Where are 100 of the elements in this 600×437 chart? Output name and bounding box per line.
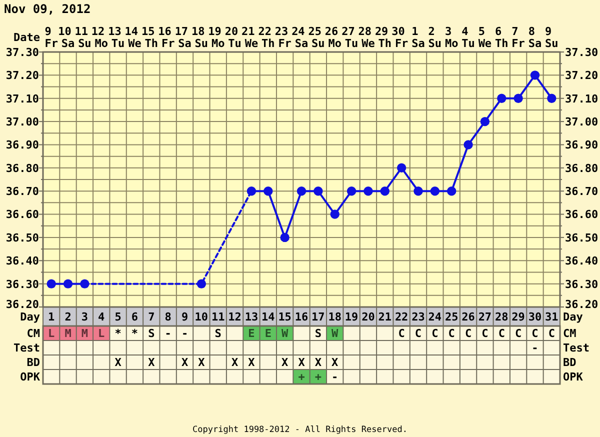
text: X: [298, 356, 305, 370]
y-tick-label: 36.40: [6, 254, 39, 268]
text: E: [248, 327, 255, 340]
text: +: [314, 370, 322, 384]
y2-tick-label: 37.20: [565, 69, 598, 82]
y-tick-label: 36.90: [6, 138, 39, 152]
x2-tick-label: 11: [211, 310, 226, 324]
x-tick-label: 19 Mo: [208, 25, 226, 50]
x2-tick-label: 14: [262, 310, 276, 324]
y2-tick-label: 37.00: [565, 116, 598, 129]
x2-tick-label: 25: [444, 310, 458, 324]
y2-tick-label: 37.30: [565, 46, 598, 59]
x-axis-title: Date: [14, 31, 40, 44]
x-tick-label: 11 Su: [74, 25, 92, 50]
x-tick-label: 1 Sa: [412, 25, 425, 50]
x-tick-label: 26 Mo: [324, 25, 342, 50]
y-tick-label: 37.00: [6, 116, 39, 129]
x2-tick-label: 13: [244, 310, 258, 324]
category-label: BD: [563, 356, 576, 370]
x2-tick-label: 20: [362, 310, 375, 324]
x2-tick-label: 12: [228, 310, 242, 324]
text: *: [131, 327, 138, 340]
x2-tick-label: 16: [294, 310, 308, 324]
x2-tick-label: 7: [148, 310, 155, 324]
y-tick-label: 37.30: [6, 46, 39, 59]
text: E: [264, 327, 272, 340]
x2-tick-label: 23: [412, 310, 425, 324]
x-tick-label: 15 Th: [141, 25, 158, 50]
text: +: [298, 370, 305, 384]
text: C: [482, 327, 488, 340]
y-tick-label: 37.20: [6, 69, 39, 82]
text: C: [498, 327, 505, 340]
point: [46, 279, 56, 288]
point: [264, 186, 273, 196]
category-label: Test: [14, 342, 40, 355]
point: [346, 186, 356, 196]
y-tick-label: 36.50: [6, 231, 39, 244]
point: [196, 279, 206, 288]
x2-tick-label: 10: [194, 310, 208, 324]
x-tick-label: 8 Sa: [528, 25, 542, 50]
text: X: [114, 356, 122, 370]
category-label: OPK: [563, 370, 583, 384]
x-tick-label: 18 Su: [192, 25, 208, 50]
text: M: [81, 327, 88, 340]
text: Copyright 1998-2012 - All Rights Reserved.: [192, 425, 408, 435]
x2-tick-label: 27: [478, 310, 492, 324]
text: C: [398, 327, 405, 340]
x2-tick-label: 2: [64, 310, 72, 324]
x-tick-label: 12 Mo: [91, 25, 108, 50]
y-tick-label: 36.60: [6, 208, 39, 222]
point: [530, 70, 540, 80]
x2-tick-label: 24: [428, 310, 442, 324]
x-tick-label: 13 Tu: [108, 25, 125, 50]
text: X: [332, 356, 338, 370]
category-label: BD: [26, 356, 40, 370]
text: *: [114, 327, 122, 340]
chart-title: Nov 09, 2012: [4, 2, 91, 16]
text: X: [198, 356, 205, 370]
text: W: [332, 327, 338, 340]
x-tick-label: 9 Su: [545, 25, 558, 50]
x-tick-label: 4 Tu: [462, 25, 475, 50]
x-tick-label: 7 Fr: [512, 25, 526, 50]
point: [80, 279, 90, 288]
text: C: [432, 327, 438, 340]
point: [430, 186, 440, 196]
text: C: [532, 327, 538, 340]
text: S: [314, 327, 322, 340]
x-tick-label: 14 We: [124, 25, 142, 50]
text: -: [164, 327, 172, 340]
point: [497, 94, 506, 103]
text: M: [64, 327, 72, 340]
point: [414, 186, 423, 196]
text: -: [181, 327, 188, 340]
text: X: [282, 356, 288, 370]
point: [396, 163, 406, 173]
y2-tick-label: 36.80: [565, 162, 598, 175]
point: [63, 279, 73, 288]
point: [246, 186, 256, 196]
y2-tick-label: 36.50: [565, 231, 598, 244]
point: [547, 94, 556, 103]
category-label: Test: [563, 342, 590, 355]
x-tick-label: 3 Mo: [444, 25, 459, 50]
point: [480, 116, 490, 126]
text: C: [514, 327, 522, 340]
y-tick-label: 36.20: [6, 298, 39, 311]
x-tick-label: 23 Fr: [274, 25, 292, 50]
text: S: [214, 327, 222, 340]
text: W: [282, 327, 288, 340]
x2-tick-label: 8: [164, 310, 172, 324]
text: C: [464, 327, 472, 340]
point: [380, 186, 390, 196]
x2-tick-label: 26: [462, 310, 476, 324]
text: X: [248, 356, 255, 370]
y-tick-label: 36.70: [6, 185, 39, 198]
text: L: [98, 327, 105, 340]
text: C: [414, 327, 422, 340]
x2-tick-label: 29: [512, 310, 525, 324]
x2-tick-label: 22: [394, 310, 408, 324]
y2-tick-label: 36.40: [565, 254, 598, 268]
text: X: [231, 356, 238, 370]
